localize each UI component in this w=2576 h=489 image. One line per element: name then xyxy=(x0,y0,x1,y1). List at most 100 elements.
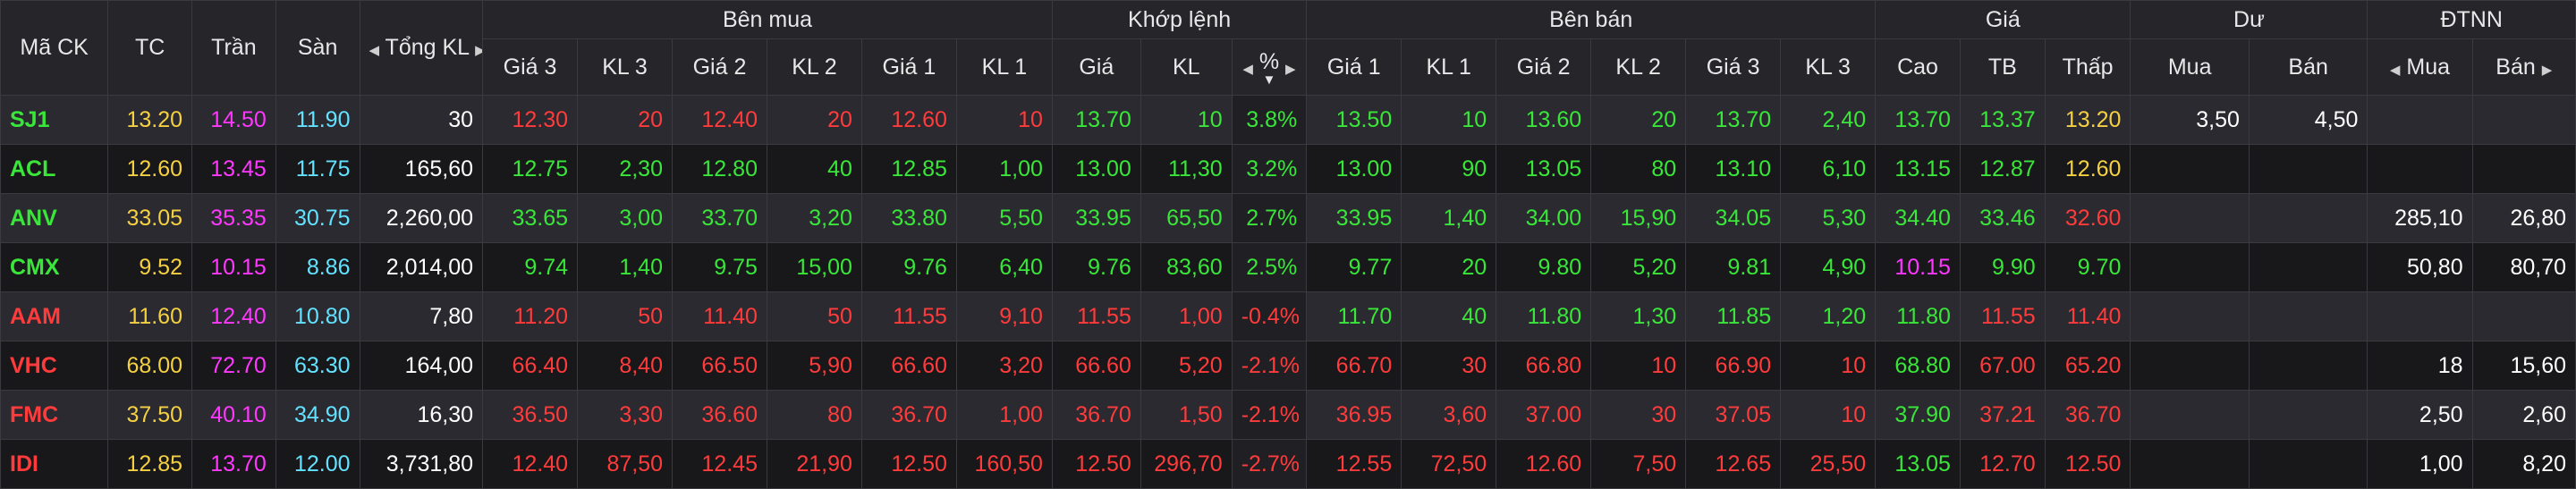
cell-sell-gia-3[interactable]: 66.90 xyxy=(1685,341,1782,391)
cell-sell-gia-1[interactable]: 36.95 xyxy=(1306,390,1402,440)
header-san[interactable]: Sàn xyxy=(275,0,360,96)
cell-buy-gia-2[interactable]: 12.45 xyxy=(672,439,767,489)
cell-buy-gia-3[interactable]: 12.75 xyxy=(482,144,579,194)
cell-buy-kl-3[interactable]: 20 xyxy=(577,95,673,145)
cell-buy-gia-3[interactable]: 12.30 xyxy=(482,95,579,145)
header-du-ban[interactable]: Bán xyxy=(2248,38,2368,96)
header-ma-ck[interactable]: Mã CK xyxy=(0,0,109,96)
header-buy-kl-3[interactable]: KL 3 xyxy=(577,38,673,96)
cell-sell-gia-1[interactable]: 33.95 xyxy=(1306,193,1402,243)
cell-sell-gia-1[interactable]: 12.55 xyxy=(1306,439,1402,489)
header-sell-gia-1[interactable]: Giá 1 xyxy=(1306,38,1402,96)
header-du-mua[interactable]: Mua xyxy=(2130,38,2250,96)
header-buy-gia-3[interactable]: Giá 3 xyxy=(482,38,579,96)
cell-sell-gia-3[interactable]: 12.65 xyxy=(1685,439,1782,489)
cell-buy-gia-1[interactable]: 12.50 xyxy=(860,439,957,489)
header-match-pct[interactable]: ◀ % ▼ ▶ xyxy=(1231,38,1308,96)
cell-sell-gia-2[interactable]: 12.60 xyxy=(1496,439,1592,489)
header-buy-gia-1[interactable]: Giá 1 xyxy=(860,38,957,96)
table-row[interactable]: FMC 37.50 40.10 34.90 16,30 36.50 3,30 36.60 80 3… xyxy=(0,390,2576,440)
header-dtnn-ban[interactable]: Bán ▶ xyxy=(2471,38,2576,96)
cell-sell-gia-2[interactable]: 13.60 xyxy=(1496,95,1592,145)
caret-left-icon[interactable]: ◀ xyxy=(2389,62,2401,78)
cell-buy-kl-3[interactable]: 50 xyxy=(577,291,673,341)
cell-buy-gia-1[interactable]: 11.55 xyxy=(860,291,957,341)
cell-sell-gia-2[interactable]: 13.05 xyxy=(1496,144,1592,194)
header-buy-gia-2[interactable]: Giá 2 xyxy=(672,38,767,96)
cell-sell-gia-3[interactable]: 13.10 xyxy=(1685,144,1782,194)
cell-buy-gia-3[interactable]: 9.74 xyxy=(482,242,579,292)
cell-sell-kl-3[interactable]: 5,30 xyxy=(1780,193,1877,243)
cell-buy-kl-3[interactable]: 3,00 xyxy=(577,193,673,243)
table-row[interactable]: AAM 11.60 12.40 10.80 7,80 11.20 50 11.40 50 11.5… xyxy=(0,291,2576,341)
cell-buy-gia-3[interactable]: 11.20 xyxy=(482,291,579,341)
cell-sell-gia-3[interactable]: 11.85 xyxy=(1685,291,1782,341)
cell-symbol[interactable]: IDI xyxy=(0,439,109,489)
header-thap[interactable]: Thấp xyxy=(2044,38,2131,96)
cell-sell-gia-3[interactable]: 9.81 xyxy=(1685,242,1782,292)
cell-sell-gia-1[interactable]: 13.00 xyxy=(1306,144,1402,194)
cell-sell-gia-2[interactable]: 11.80 xyxy=(1496,291,1592,341)
header-tong-kl[interactable]: ◀ Tổng KL ▶ xyxy=(359,0,484,96)
cell-sell-kl-2[interactable]: 30 xyxy=(1590,390,1687,440)
header-sell-gia-2[interactable]: Giá 2 xyxy=(1496,38,1592,96)
caret-right-icon[interactable]: ▶ xyxy=(475,43,481,58)
cell-symbol[interactable]: AAM xyxy=(0,291,109,341)
cell-buy-kl-3[interactable]: 2,30 xyxy=(577,144,673,194)
cell-symbol[interactable]: SJ1 xyxy=(0,95,109,145)
table-row[interactable]: CMX 9.52 10.15 8.86 2,014,00 9.74 1,40 9.75 15,0… xyxy=(0,242,2576,292)
cell-buy-kl-3[interactable]: 3,30 xyxy=(577,390,673,440)
cell-sell-gia-2[interactable]: 9.80 xyxy=(1496,242,1592,292)
cell-sell-gia-1[interactable]: 9.77 xyxy=(1306,242,1402,292)
cell-buy-kl-1[interactable]: 1,00 xyxy=(955,390,1053,440)
cell-buy-kl-2[interactable]: 40 xyxy=(766,144,862,194)
header-tb[interactable]: TB xyxy=(1959,38,2046,96)
cell-sell-gia-3[interactable]: 34.05 xyxy=(1685,193,1782,243)
cell-buy-kl-1[interactable]: 5,50 xyxy=(955,193,1053,243)
cell-buy-gia-3[interactable]: 33.65 xyxy=(482,193,579,243)
cell-sell-kl-3[interactable]: 6,10 xyxy=(1780,144,1877,194)
cell-sell-gia-1[interactable]: 11.70 xyxy=(1306,291,1402,341)
cell-buy-gia-2[interactable]: 33.70 xyxy=(672,193,767,243)
cell-sell-kl-1[interactable]: 3,60 xyxy=(1401,390,1497,440)
caret-left-icon[interactable]: ◀ xyxy=(1242,61,1253,77)
sort-down-icon[interactable]: ▼ xyxy=(1262,72,1276,88)
cell-buy-gia-1[interactable]: 33.80 xyxy=(860,193,957,243)
cell-sell-kl-3[interactable]: 4,90 xyxy=(1780,242,1877,292)
cell-sell-kl-2[interactable]: 7,50 xyxy=(1590,439,1687,489)
cell-sell-kl-1[interactable]: 40 xyxy=(1401,291,1497,341)
cell-symbol[interactable]: CMX xyxy=(0,242,109,292)
cell-buy-kl-3[interactable]: 8,40 xyxy=(577,341,673,391)
cell-sell-kl-1[interactable]: 90 xyxy=(1401,144,1497,194)
cell-symbol[interactable]: ACL xyxy=(0,144,109,194)
cell-sell-kl-2[interactable]: 80 xyxy=(1590,144,1687,194)
cell-buy-gia-1[interactable]: 36.70 xyxy=(860,390,957,440)
caret-left-icon[interactable]: ◀ xyxy=(369,43,380,58)
cell-buy-kl-2[interactable]: 3,20 xyxy=(766,193,862,243)
cell-sell-kl-1[interactable]: 1,40 xyxy=(1401,193,1497,243)
cell-buy-gia-3[interactable]: 12.40 xyxy=(482,439,579,489)
cell-sell-kl-2[interactable]: 10 xyxy=(1590,341,1687,391)
cell-sell-kl-2[interactable]: 20 xyxy=(1590,95,1687,145)
header-buy-kl-1[interactable]: KL 1 xyxy=(955,38,1053,96)
cell-sell-gia-2[interactable]: 34.00 xyxy=(1496,193,1592,243)
header-sell-kl-1[interactable]: KL 1 xyxy=(1401,38,1497,96)
cell-sell-kl-3[interactable]: 2,40 xyxy=(1780,95,1877,145)
cell-sell-kl-1[interactable]: 72,50 xyxy=(1401,439,1497,489)
cell-buy-kl-2[interactable]: 21,90 xyxy=(766,439,862,489)
header-buy-kl-2[interactable]: KL 2 xyxy=(766,38,862,96)
cell-buy-gia-1[interactable]: 12.85 xyxy=(860,144,957,194)
cell-sell-gia-2[interactable]: 37.00 xyxy=(1496,390,1592,440)
cell-sell-kl-3[interactable]: 10 xyxy=(1780,341,1877,391)
caret-right-icon[interactable]: ▶ xyxy=(1285,61,1296,77)
cell-buy-gia-1[interactable]: 66.60 xyxy=(860,341,957,391)
cell-buy-kl-2[interactable]: 50 xyxy=(766,291,862,341)
table-row[interactable]: ACL 12.60 13.45 11.75 165,60 12.75 2,30 12.80 40… xyxy=(0,144,2576,194)
table-row[interactable]: ANV 33.05 35.35 30.75 2,260,00 33.65 3,00 33.70… xyxy=(0,193,2576,243)
cell-buy-kl-1[interactable]: 160,50 xyxy=(955,439,1053,489)
cell-buy-kl-2[interactable]: 5,90 xyxy=(766,341,862,391)
table-row[interactable]: SJ1 13.20 14.50 11.90 30 12.30 20 12.40 20 12.60 1… xyxy=(0,95,2576,145)
cell-buy-kl-1[interactable]: 9,10 xyxy=(955,291,1053,341)
cell-buy-gia-2[interactable]: 36.60 xyxy=(672,390,767,440)
cell-sell-gia-3[interactable]: 13.70 xyxy=(1685,95,1782,145)
